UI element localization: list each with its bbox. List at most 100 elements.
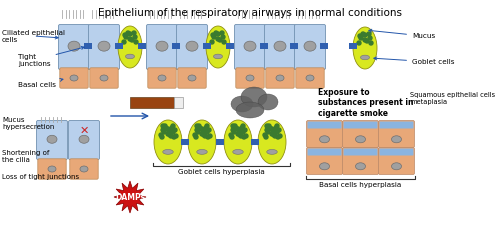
- Ellipse shape: [214, 54, 222, 59]
- FancyBboxPatch shape: [36, 121, 68, 160]
- FancyBboxPatch shape: [68, 121, 100, 160]
- Circle shape: [204, 126, 208, 130]
- Text: Mucus
hypersecretion: Mucus hypersecretion: [2, 117, 54, 130]
- Circle shape: [357, 41, 361, 45]
- Circle shape: [172, 135, 176, 139]
- Circle shape: [200, 127, 204, 131]
- Circle shape: [160, 135, 164, 139]
- Text: Basal cells: Basal cells: [18, 79, 63, 88]
- Circle shape: [265, 128, 269, 132]
- Circle shape: [232, 130, 236, 134]
- Bar: [216, 139, 224, 145]
- Circle shape: [272, 133, 276, 137]
- FancyBboxPatch shape: [294, 24, 326, 69]
- Text: Squamous epithelial cells
metaplasia: Squamous epithelial cells metaplasia: [410, 92, 495, 105]
- Circle shape: [170, 126, 174, 130]
- Bar: [115, 43, 123, 49]
- Circle shape: [194, 135, 198, 139]
- Circle shape: [229, 133, 233, 137]
- Ellipse shape: [356, 163, 366, 170]
- Circle shape: [161, 128, 165, 132]
- Bar: [130, 97, 174, 108]
- Bar: [203, 43, 211, 49]
- Circle shape: [270, 127, 274, 131]
- Circle shape: [208, 134, 212, 138]
- Bar: [181, 139, 189, 145]
- Circle shape: [216, 32, 220, 36]
- FancyBboxPatch shape: [308, 148, 342, 156]
- Ellipse shape: [231, 96, 253, 112]
- Bar: [290, 43, 298, 49]
- Circle shape: [207, 128, 211, 132]
- Ellipse shape: [360, 55, 370, 60]
- Ellipse shape: [258, 120, 286, 164]
- Bar: [172, 43, 180, 49]
- Bar: [226, 43, 234, 49]
- FancyBboxPatch shape: [264, 24, 296, 69]
- Ellipse shape: [233, 149, 243, 154]
- Ellipse shape: [188, 75, 196, 81]
- Circle shape: [212, 35, 216, 39]
- Ellipse shape: [126, 54, 134, 59]
- Circle shape: [169, 134, 173, 138]
- FancyBboxPatch shape: [380, 122, 414, 128]
- Circle shape: [122, 40, 126, 44]
- Circle shape: [263, 133, 267, 137]
- Circle shape: [358, 34, 362, 38]
- FancyBboxPatch shape: [88, 24, 120, 69]
- Circle shape: [268, 126, 272, 130]
- FancyBboxPatch shape: [176, 24, 208, 69]
- Ellipse shape: [163, 149, 173, 154]
- Circle shape: [275, 130, 279, 134]
- Circle shape: [277, 128, 281, 132]
- Bar: [174, 97, 183, 108]
- Circle shape: [270, 132, 274, 136]
- Ellipse shape: [267, 149, 277, 154]
- Circle shape: [264, 135, 268, 139]
- Ellipse shape: [188, 120, 216, 164]
- Ellipse shape: [70, 75, 78, 81]
- Ellipse shape: [244, 41, 256, 51]
- Circle shape: [161, 124, 165, 128]
- FancyBboxPatch shape: [236, 68, 264, 88]
- Circle shape: [195, 124, 199, 128]
- Bar: [349, 43, 357, 49]
- Circle shape: [230, 135, 234, 139]
- Circle shape: [221, 35, 225, 39]
- Circle shape: [368, 36, 372, 40]
- Circle shape: [124, 35, 128, 39]
- Circle shape: [220, 31, 224, 35]
- Ellipse shape: [246, 75, 254, 81]
- Circle shape: [163, 124, 167, 128]
- Ellipse shape: [118, 26, 142, 68]
- Text: Ciliated epithelial
cells: Ciliated epithelial cells: [2, 29, 65, 42]
- Circle shape: [173, 128, 177, 132]
- FancyBboxPatch shape: [308, 122, 342, 128]
- FancyBboxPatch shape: [234, 24, 266, 69]
- Circle shape: [218, 38, 222, 42]
- Text: DAMPs: DAMPs: [115, 192, 145, 202]
- Ellipse shape: [206, 26, 230, 68]
- Circle shape: [162, 130, 166, 134]
- FancyBboxPatch shape: [344, 148, 378, 156]
- Text: Exposure to
substances present in
cigarette smoke: Exposure to substances present in cigare…: [318, 88, 414, 118]
- Circle shape: [369, 41, 373, 45]
- Circle shape: [361, 32, 365, 36]
- Circle shape: [359, 36, 363, 40]
- FancyBboxPatch shape: [70, 159, 98, 179]
- FancyBboxPatch shape: [58, 24, 90, 69]
- Circle shape: [241, 124, 245, 128]
- Ellipse shape: [276, 75, 284, 81]
- Ellipse shape: [320, 163, 330, 170]
- Circle shape: [168, 133, 172, 137]
- Circle shape: [237, 130, 241, 134]
- FancyBboxPatch shape: [296, 68, 324, 88]
- Circle shape: [363, 33, 367, 37]
- FancyBboxPatch shape: [148, 68, 176, 88]
- Circle shape: [210, 40, 214, 44]
- Ellipse shape: [79, 135, 89, 143]
- Bar: [138, 43, 146, 49]
- Ellipse shape: [224, 120, 252, 164]
- Circle shape: [236, 132, 240, 136]
- Circle shape: [231, 128, 235, 132]
